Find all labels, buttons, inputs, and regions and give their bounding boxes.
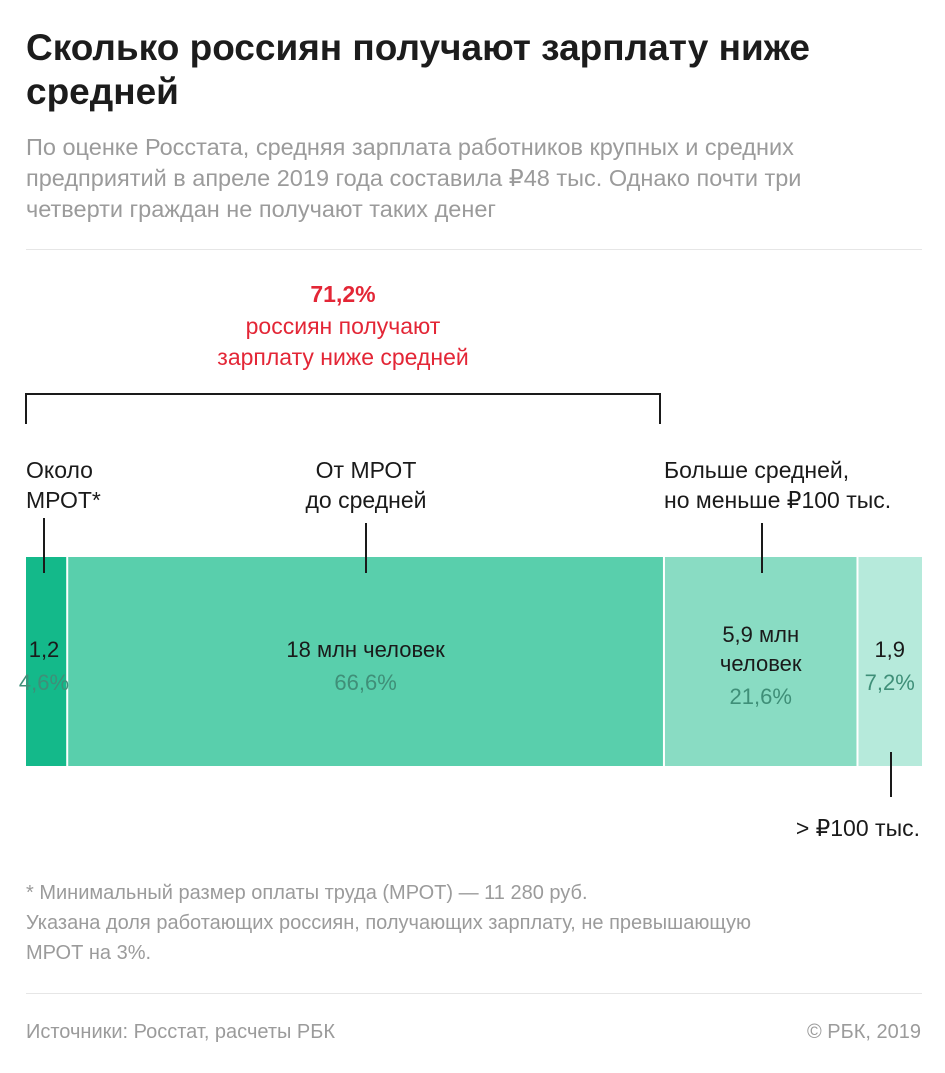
percent-label: 7,2% (865, 670, 915, 695)
bar-segments (26, 557, 922, 766)
source-note: Источники: Росстат, расчеты РБК (26, 1021, 336, 1043)
category-label: Около (26, 457, 93, 483)
category-label: От МРОТ (316, 457, 417, 483)
subtitle-line: четверти граждан не получают таких денег (26, 196, 496, 222)
subtitle-line: По оценке Росстата, средняя зарплата раб… (26, 134, 794, 160)
value-label: 5,9 млн (722, 622, 799, 647)
copyright-note: © РБК, 2019 (806, 1021, 921, 1043)
footnote-line: Указана доля работающих россиян, получаю… (26, 912, 752, 934)
percent-label: 21,6% (730, 684, 792, 709)
category-label: до средней (306, 487, 427, 513)
chart-title: Сколько россиян получают зарплату ниже с… (26, 27, 811, 112)
bar-segment-1 (26, 557, 68, 766)
bracket-label: россиян получают (246, 313, 441, 339)
bar-segment-3 (663, 557, 858, 766)
bracket-line (25, 393, 661, 424)
category-label: > ₽100 тыс. (796, 815, 920, 841)
footnote-line: * Минимальный размер оплаты труда (МРОТ)… (26, 882, 588, 904)
value-label: человек (720, 651, 802, 676)
value-label: 18 млн человек (286, 637, 445, 662)
value-label: 1,9 (874, 637, 905, 662)
value-label: 1,2 (29, 637, 60, 662)
divider-bottom (26, 993, 922, 994)
category-label: но меньше ₽100 тыс. (664, 487, 891, 513)
stacked-bar-chart: 71,2% россиян получают зарплату ниже средн… (19, 281, 922, 841)
footnote-line: МРОТ на 3%. (26, 942, 152, 964)
bar-segment-4 (857, 557, 922, 766)
percent-label: 66,6% (334, 670, 396, 695)
bracket-value: 71,2% (310, 281, 375, 307)
bar-segment-2 (67, 557, 664, 766)
category-label: Больше средней, (664, 457, 849, 483)
chart-subtitle: По оценке Росстата, средняя зарплата раб… (26, 132, 926, 225)
divider-top (26, 249, 922, 250)
footnote: * Минимальный размер оплаты труда (МРОТ)… (26, 878, 926, 968)
segment-labels: 1,2 4,6% 18 млн человек 66,6% 5,9 млн человек… (19, 457, 920, 841)
bracket-label: зарплату ниже средней (217, 344, 468, 370)
percent-label: 4,6% (19, 670, 69, 695)
category-label: МРОТ* (26, 487, 101, 513)
bracket-annotation: 71,2% россиян получают зарплату ниже средн… (25, 281, 661, 424)
subtitle-line: предприятий в апреле 2019 года составила… (26, 165, 802, 191)
